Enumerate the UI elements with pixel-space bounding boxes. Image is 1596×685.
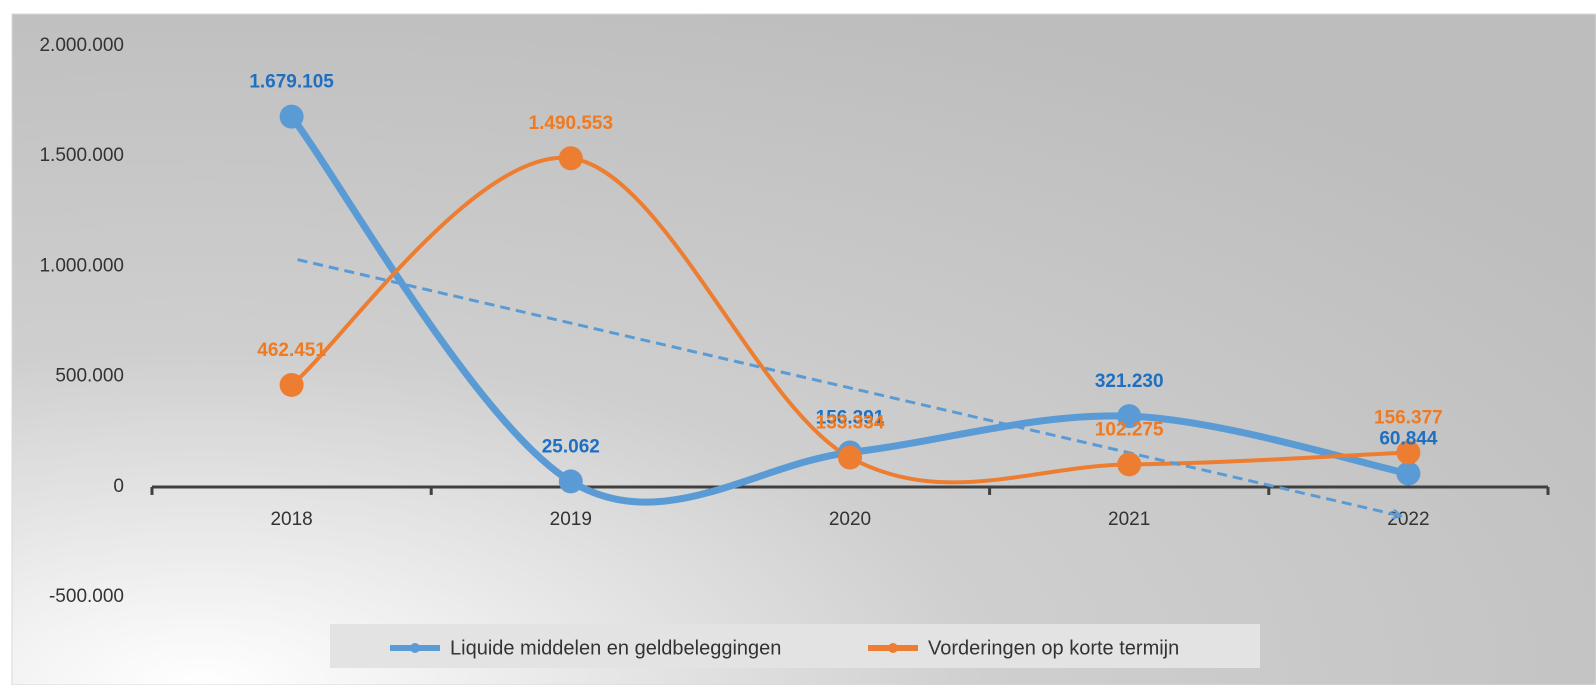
marker — [1117, 452, 1142, 477]
y-tick-label: 0 — [113, 476, 124, 497]
x-tick-label: 2020 — [829, 509, 871, 530]
marker — [1396, 440, 1421, 465]
data-label: 462.451 — [257, 340, 326, 361]
trendline — [297, 258, 1401, 516]
legend-marker — [410, 643, 420, 653]
legend-label: Liquide middelen en geldbeleggingen — [450, 637, 781, 659]
y-tick-label: 500.000 — [55, 366, 124, 387]
x-tick-label: 2022 — [1387, 509, 1429, 530]
x-tick-label: 2021 — [1108, 509, 1150, 530]
x-tick-label: 2019 — [550, 509, 592, 530]
data-label: 321.230 — [1095, 371, 1164, 392]
series-line — [290, 155, 1409, 485]
data-label: 156.377 — [1374, 407, 1443, 428]
y-tick-label: -500.000 — [49, 586, 124, 607]
y-tick-label: 1.500.000 — [39, 145, 124, 166]
x-tick-label: 2018 — [270, 509, 312, 530]
marker — [279, 372, 304, 397]
data-label: 25.062 — [542, 436, 600, 457]
y-tick-label: 1.000.000 — [39, 255, 124, 276]
data-label: 1.490.553 — [529, 113, 614, 134]
y-tick-label: 2.000.000 — [39, 35, 124, 56]
marker — [558, 146, 583, 171]
marker — [1117, 404, 1142, 429]
data-label: 156.391 — [816, 407, 885, 428]
legend-marker — [888, 643, 898, 653]
legend-label: Vorderingen op korte termijn — [928, 637, 1179, 659]
data-label: 60.844 — [1379, 429, 1438, 450]
data-label: 102.275 — [1095, 419, 1164, 440]
marker — [558, 469, 583, 494]
series-line — [288, 114, 1410, 506]
data-label: 133.334 — [816, 413, 885, 434]
data-label: 1.679.105 — [249, 72, 334, 93]
marker — [838, 445, 862, 470]
marker — [279, 104, 304, 129]
plot-background — [11, 13, 1596, 685]
legend-box — [330, 624, 1260, 668]
marker — [1396, 461, 1421, 486]
